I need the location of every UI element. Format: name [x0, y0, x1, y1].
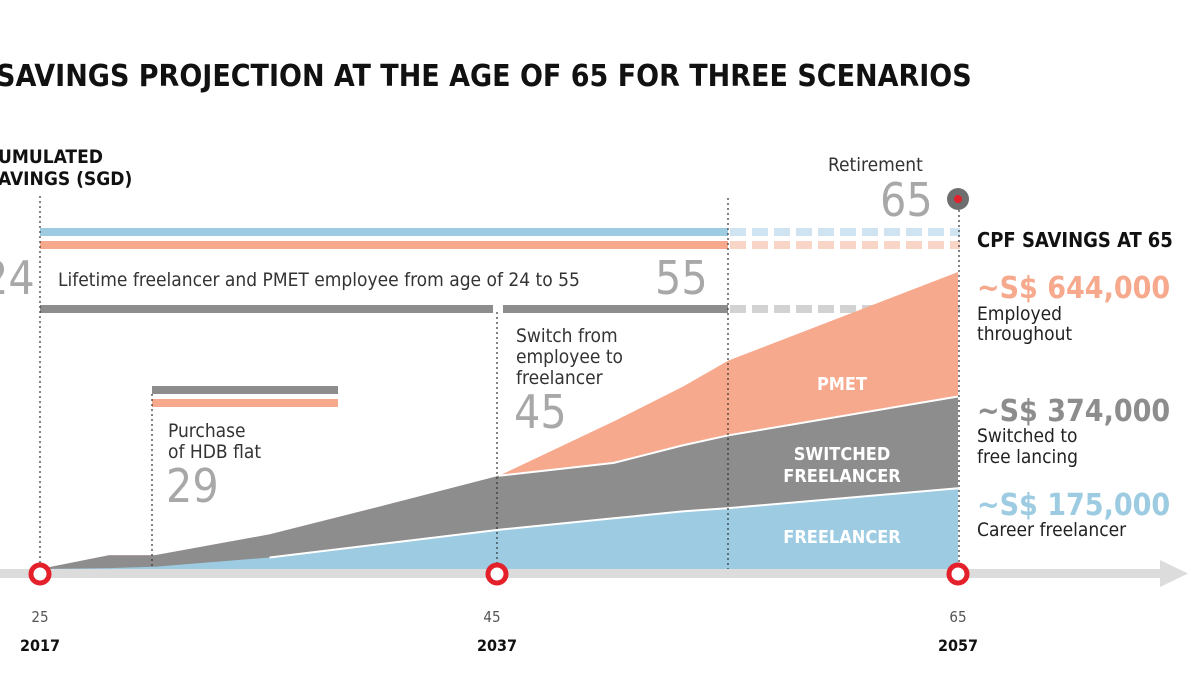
outcome-freelancer-desc-line1: Career freelancer [977, 519, 1127, 541]
outcome-switched-value: ~S$ 374,000 [977, 394, 1170, 429]
switch-age-number: 45 [514, 385, 567, 439]
switched-timeline-bar-2 [503, 305, 728, 313]
switch-label-line1: Switch from [516, 325, 618, 347]
pmet-timeline-bar [40, 241, 728, 249]
y-axis-title-line1: UMULATED [0, 146, 103, 168]
age-24-number: 24 [0, 251, 35, 305]
pmet-area-label: PMET [817, 374, 867, 395]
outcome-switched-desc-line2: free lancing [977, 446, 1078, 468]
hdb-age-number: 29 [166, 459, 219, 513]
switched-area-label-line2: FREELANCER [783, 466, 901, 487]
switched-area-label-line1: SWITCHED [794, 444, 891, 465]
hdb-label-line2: of HDB flat [168, 441, 261, 463]
switched-boundary-line [498, 395, 959, 477]
switch-label-line3: freelancer [516, 367, 604, 389]
hdb-label-line1: Purchase [168, 420, 246, 442]
switched-timeline-bar [40, 305, 493, 313]
x-axis-arrowhead [1160, 560, 1188, 587]
annotations: Retirement 65 24 Lifetime freelancer and… [0, 154, 933, 513]
x-axis [0, 560, 1188, 587]
cpf-header-age: 65 [1148, 228, 1173, 252]
outcomes-panel: CPF SAVINGS AT 65 ~S$ 644,000 Employed th… [977, 228, 1173, 541]
x-tick-age: 25 [31, 608, 48, 626]
guide-lines [39, 196, 960, 570]
area-labels: PMET SWITCHED FREELANCER FREELANCER [783, 374, 901, 548]
retirement-age-number: 65 [880, 173, 933, 227]
outcome-pmet-value: ~S$ 644,000 [977, 271, 1170, 306]
age-55-number: 55 [655, 251, 708, 305]
lifetime-label: Lifetime freelancer and PMET employee fr… [58, 269, 580, 291]
x-ticks: 25 2017 45 2037 65 2057 [20, 608, 978, 655]
cpf-header: CPF SAVINGS AT 65 [977, 228, 1173, 252]
retirement-label: Retirement [828, 154, 923, 176]
chart-title: SAVINGS PROJECTION AT THE AGE OF 65 FOR … [0, 59, 972, 94]
axis-markers [28, 188, 970, 586]
outcome-pmet-desc-line1: Employed [977, 303, 1062, 325]
x-tick-year: 2037 [477, 636, 517, 655]
marker-age-65 [946, 562, 970, 586]
retirement-marker-dot [954, 195, 962, 203]
y-axis-title-line2: AVINGS (SGD) [0, 168, 132, 190]
marker-age-45 [485, 562, 509, 586]
freelancer-area-label: FREELANCER [783, 527, 901, 548]
outcome-freelancer-value: ~S$ 175,000 [977, 488, 1170, 523]
x-axis-bar [0, 569, 1162, 578]
outcome-switched-desc-line1: Switched to [977, 425, 1077, 447]
marker-age-25 [28, 562, 52, 586]
x-tick-age: 45 [483, 608, 500, 626]
hdb-grey-bar [152, 386, 338, 394]
x-tick-year: 2057 [938, 636, 978, 655]
x-tick-year: 2017 [20, 636, 60, 655]
freelancer-timeline-bar [40, 228, 728, 236]
hdb-pink-bar [152, 399, 338, 407]
x-tick-age: 65 [949, 608, 966, 626]
switch-label-line2: employee to [516, 346, 623, 368]
cpf-header-text: CPF SAVINGS AT [977, 228, 1143, 252]
outcome-pmet-desc-line2: throughout [977, 323, 1072, 345]
